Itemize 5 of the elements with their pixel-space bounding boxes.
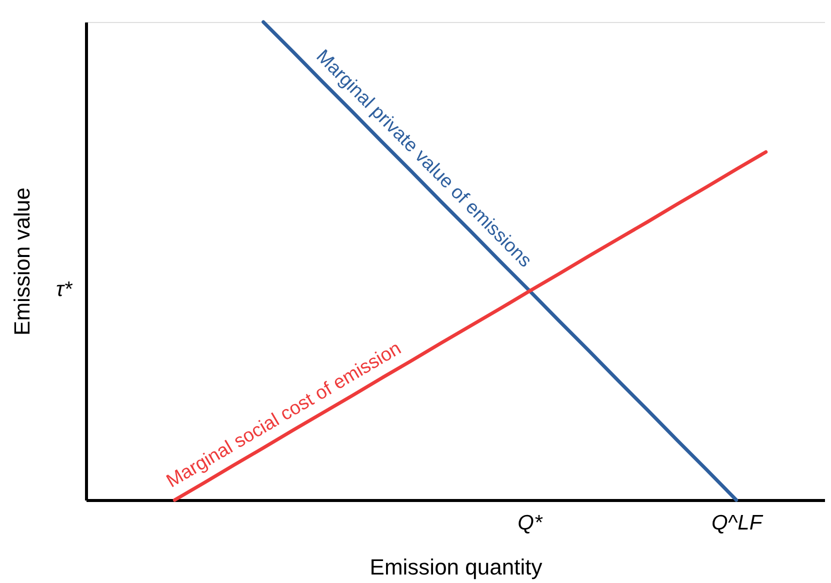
x-tick-label: Q^LF xyxy=(711,512,764,534)
text: τ* xyxy=(56,278,73,301)
x-axis-title: Emission quantity xyxy=(370,554,542,580)
x-tick-label: Q* xyxy=(518,512,543,534)
y-axis-title: Emission value xyxy=(10,188,34,336)
